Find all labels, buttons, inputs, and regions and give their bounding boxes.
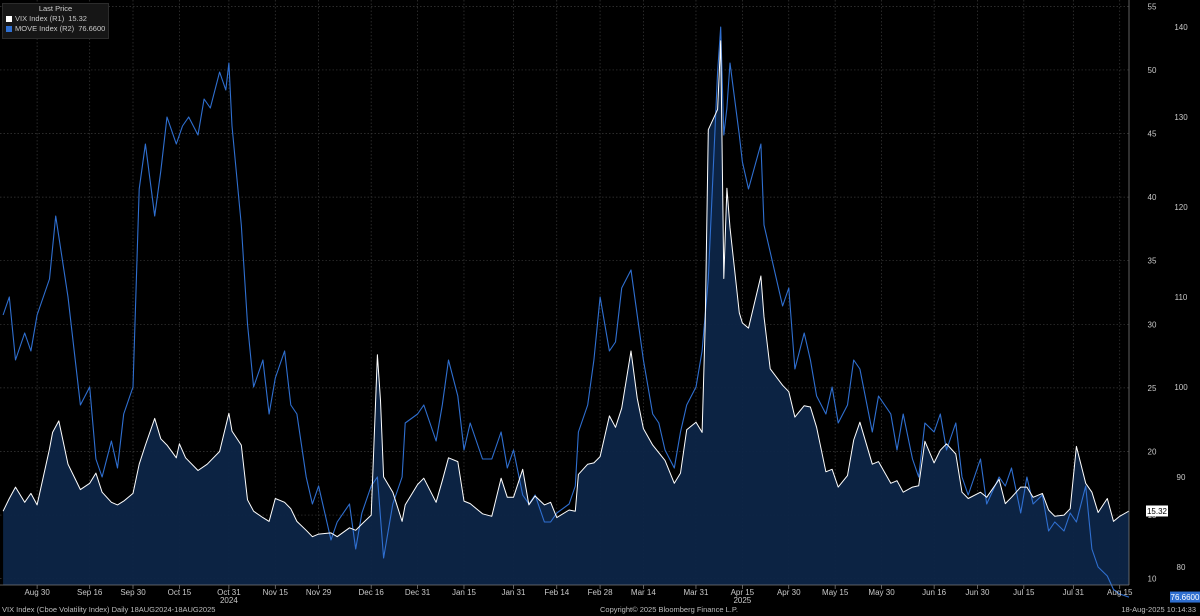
x-tick-label: Sep 16	[77, 588, 103, 597]
legend-move-value: 76.6600	[78, 24, 106, 33]
x-tick-label: Oct 31	[217, 588, 241, 597]
legend-item-vix: VIX Index (R1) 15.32	[3, 14, 108, 24]
x-tick-label: Nov 15	[263, 588, 289, 597]
vix-area	[3, 40, 1130, 585]
x-tick-label: Jun 30	[965, 588, 990, 597]
legend: Last Price VIX Index (R1) 15.32 MOVE Ind…	[2, 3, 109, 39]
footer-source: VIX Index (Cboe Volatility Index) Daily …	[2, 605, 216, 614]
legend-item-move: MOVE Index (R2) 76.6600	[3, 24, 108, 34]
move-swatch-icon	[6, 26, 12, 32]
x-tick-label: Dec 16	[358, 588, 384, 597]
y-tick-label-r1: 50	[1148, 66, 1157, 75]
x-tick-label: Jul 31	[1063, 588, 1085, 597]
y-tick-label-r1: 55	[1148, 2, 1157, 11]
y-axis: 1015202530354045505580901001101201301401…	[1128, 0, 1200, 603]
y-tick-label-r2: 90	[1177, 473, 1186, 482]
year-label: 2024	[220, 596, 238, 604]
y-tick-label-r1: 40	[1148, 193, 1157, 202]
move-last-badge	[1170, 591, 1200, 603]
x-tick-label: Dec 31	[405, 588, 431, 597]
move-line	[2, 26, 1130, 598]
y-tick-label-r2: 140	[1174, 23, 1188, 32]
x-tick-label: Jul 15	[1013, 588, 1035, 597]
footer-copyright: Copyright© 2025 Bloomberg Finance L.P.	[600, 605, 738, 614]
x-tick-label: Aug 30	[24, 588, 50, 597]
x-tick-label: Feb 28	[588, 588, 613, 597]
vix-last-value: 15.32	[1147, 507, 1168, 516]
x-tick-label: Aug 15	[1107, 588, 1133, 597]
footer-timestamp: 18-Aug-2025 10:14:33	[1121, 605, 1196, 614]
vix-area-fill	[3, 40, 1130, 585]
vix-line	[2, 40, 1130, 538]
footer: VIX Index (Cboe Volatility Index) Daily …	[0, 604, 1200, 616]
y-tick-label-r2: 110	[1175, 293, 1188, 302]
vix-last-badge	[1146, 505, 1168, 517]
x-tick-label: Jun 16	[922, 588, 947, 597]
x-tick-label: Mar 31	[684, 588, 709, 597]
y-tick-label-r1: 25	[1148, 384, 1157, 393]
legend-title: Last Price	[38, 4, 73, 13]
legend-move-label: MOVE Index (R2)	[15, 24, 75, 33]
x-tick-label: Feb 14	[544, 588, 569, 597]
x-tick-label: Mar 14	[631, 588, 656, 597]
vix-swatch-icon	[6, 16, 12, 22]
x-tick-label: Apr 15	[731, 588, 755, 597]
y-tick-label-r2: 130	[1174, 113, 1188, 122]
x-tick-label: Oct 15	[168, 588, 192, 597]
x-tick-label: Jan 15	[452, 588, 477, 597]
y-tick-label-r2: 80	[1177, 563, 1186, 572]
y-tick-label-r1: 10	[1148, 575, 1157, 584]
y-tick-label-r1: 45	[1148, 130, 1157, 139]
x-tick-label: Nov 29	[306, 588, 332, 597]
move-series	[2, 26, 1130, 598]
x-axis: Aug 30 Sep 16 Sep 30 Oct 15 Oct 31 Nov 15 Nov …	[0, 584, 1133, 604]
move-last-value: 76.6600	[1171, 593, 1200, 602]
y-tick-label-r2: 100	[1174, 383, 1188, 392]
legend-vix-value: 15.32	[68, 14, 87, 23]
year-label: 2025	[733, 596, 751, 604]
x-tick-label: Jan 31	[501, 588, 526, 597]
x-tick-label: May 30	[868, 588, 895, 597]
y-tick-label-r1: 35	[1148, 257, 1157, 266]
y-tick-label-r1: 20	[1148, 447, 1157, 456]
vix-series	[2, 40, 1130, 538]
legend-vix-label: VIX Index (R1)	[15, 14, 65, 23]
x-tick-label: Sep 30	[120, 588, 146, 597]
y-tick-label-r1: 30	[1148, 320, 1157, 329]
x-tick-label: Apr 30	[777, 588, 801, 597]
y-tick-label-r2: 120	[1174, 203, 1188, 212]
x-tick-label: May 15	[822, 588, 849, 597]
